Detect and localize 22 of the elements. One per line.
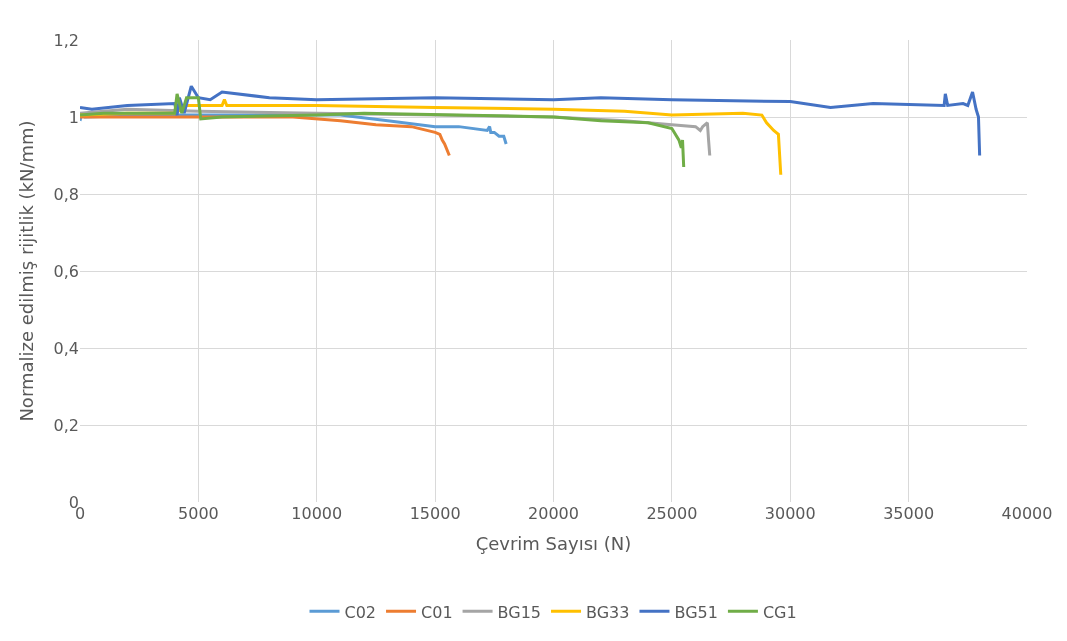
y-tick-label: 0,6 [53,261,79,281]
legend-label: CG1 [762,602,797,622]
x-tick-label: 35000 [883,504,935,523]
legend-label: BG51 [674,602,718,622]
x-axis-title: Çevrim Sayısı (N) [475,533,632,555]
x-tick-label: 25000 [646,504,698,523]
y-tick-label: 0,4 [53,338,79,358]
x-tick-label: 30000 [764,504,816,523]
legend-label: BG33 [586,602,630,622]
x-tick-label: 5000 [178,504,219,523]
x-tick-label: 20000 [528,504,579,523]
y-tick-label: 1,2 [53,30,79,50]
legend-label: C02 [344,602,377,622]
y-tick-label: 1 [68,107,79,127]
legend-label: C01 [421,602,453,622]
y-tick-label: 0,8 [53,184,79,204]
y-tick-label: 0,2 [53,415,79,435]
x-tick-label: 15000 [409,504,461,523]
legend-label: BG15 [497,602,542,622]
y-axis-title: Normalize edilmiş rijitlik (kN/mm) [15,120,37,422]
x-tick-label: 10000 [291,504,343,523]
x-tick-label: 40000 [1001,504,1053,523]
